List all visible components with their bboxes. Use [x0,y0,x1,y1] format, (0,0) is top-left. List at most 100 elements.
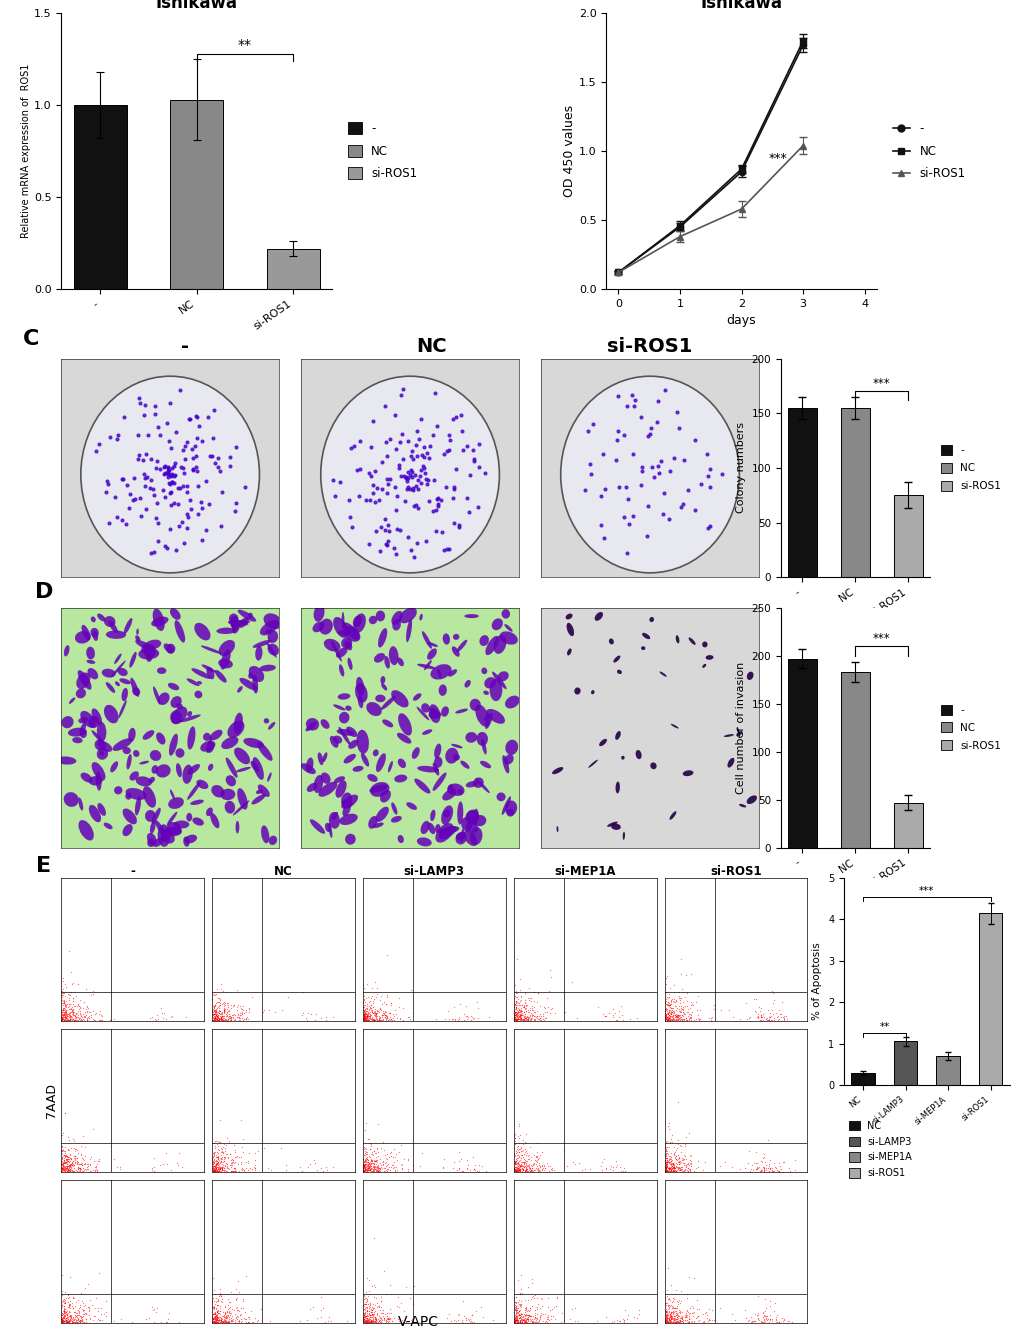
Point [54,1157,70,1178]
Point [57,1145,73,1166]
Point [529,1145,545,1166]
Point [532,1006,548,1027]
Point [62,1002,78,1023]
Point [64,1003,81,1025]
Point [58,1010,74,1031]
Point [377,1156,393,1177]
Point [207,1157,223,1178]
Point [511,1311,527,1332]
Point [506,1309,523,1331]
Ellipse shape [157,668,166,673]
Point [532,1301,548,1323]
Point [512,979,528,1001]
Point [657,1156,674,1177]
Point [669,1005,686,1026]
Point [660,1132,677,1153]
Point [225,1149,242,1170]
Point [362,1295,378,1316]
Point [65,1010,82,1031]
Point [69,1001,86,1022]
Point [529,1158,545,1180]
Point [685,1311,701,1332]
Point [511,1312,527,1333]
Ellipse shape [505,740,518,755]
Point [358,1002,374,1023]
Point [700,1007,716,1029]
Point [87,1160,103,1181]
Point [356,1138,372,1160]
Point [523,1296,539,1317]
Point [379,1308,395,1329]
Point [539,1153,555,1174]
Point [540,1309,556,1331]
Point [361,999,377,1021]
Point [507,1300,524,1321]
Point [362,1138,378,1160]
Point [70,1304,87,1325]
Point [658,1161,675,1182]
Point [665,1156,682,1177]
Point [61,985,77,1006]
Point [356,1156,372,1177]
Point [363,1005,379,1026]
Point [229,994,246,1015]
Point [215,1312,231,1333]
Point [524,1287,540,1308]
Point [54,1141,70,1162]
Point [70,998,87,1019]
Point [669,982,686,1003]
Point [671,1001,687,1022]
Point [66,1010,83,1031]
Point [678,1303,694,1324]
Point [177,1006,194,1027]
Point [363,999,379,1021]
Point [57,1309,73,1331]
Point [233,1157,250,1178]
Point [358,1300,374,1321]
Point [360,1293,376,1315]
Point [214,1149,230,1170]
Point [385,1307,401,1328]
Point [67,1149,84,1170]
Point [67,1152,84,1173]
Point [748,1304,764,1325]
Point [671,995,687,1017]
Point [681,1158,697,1180]
Point [367,1001,383,1022]
Point [669,1148,686,1169]
Point [674,1307,690,1328]
Point [528,1158,544,1180]
Point [683,994,699,1015]
Point [522,1161,538,1182]
Point [769,1161,786,1182]
Point [507,1003,524,1025]
Point [54,1303,70,1324]
Point [362,997,378,1018]
Point [665,1301,682,1323]
Point [523,987,539,1009]
Ellipse shape [201,645,221,653]
Point [772,1158,789,1180]
Point [373,1137,389,1158]
Point [211,1009,227,1030]
Point [690,1299,706,1320]
Point [55,1304,71,1325]
Point [373,1303,389,1324]
Point [514,1309,530,1331]
Ellipse shape [329,736,338,748]
Ellipse shape [560,377,739,573]
Point [217,1305,233,1327]
Point [209,1006,225,1027]
Point [657,1158,674,1180]
Point [520,978,536,999]
Point [506,1124,523,1145]
Point [74,1291,91,1312]
Point [359,1152,375,1173]
Point [57,1003,73,1025]
Point [514,1140,530,1161]
Ellipse shape [187,782,201,800]
Point [657,1308,674,1329]
Point [521,1161,537,1182]
Point [516,1006,532,1027]
Point [567,1297,583,1319]
